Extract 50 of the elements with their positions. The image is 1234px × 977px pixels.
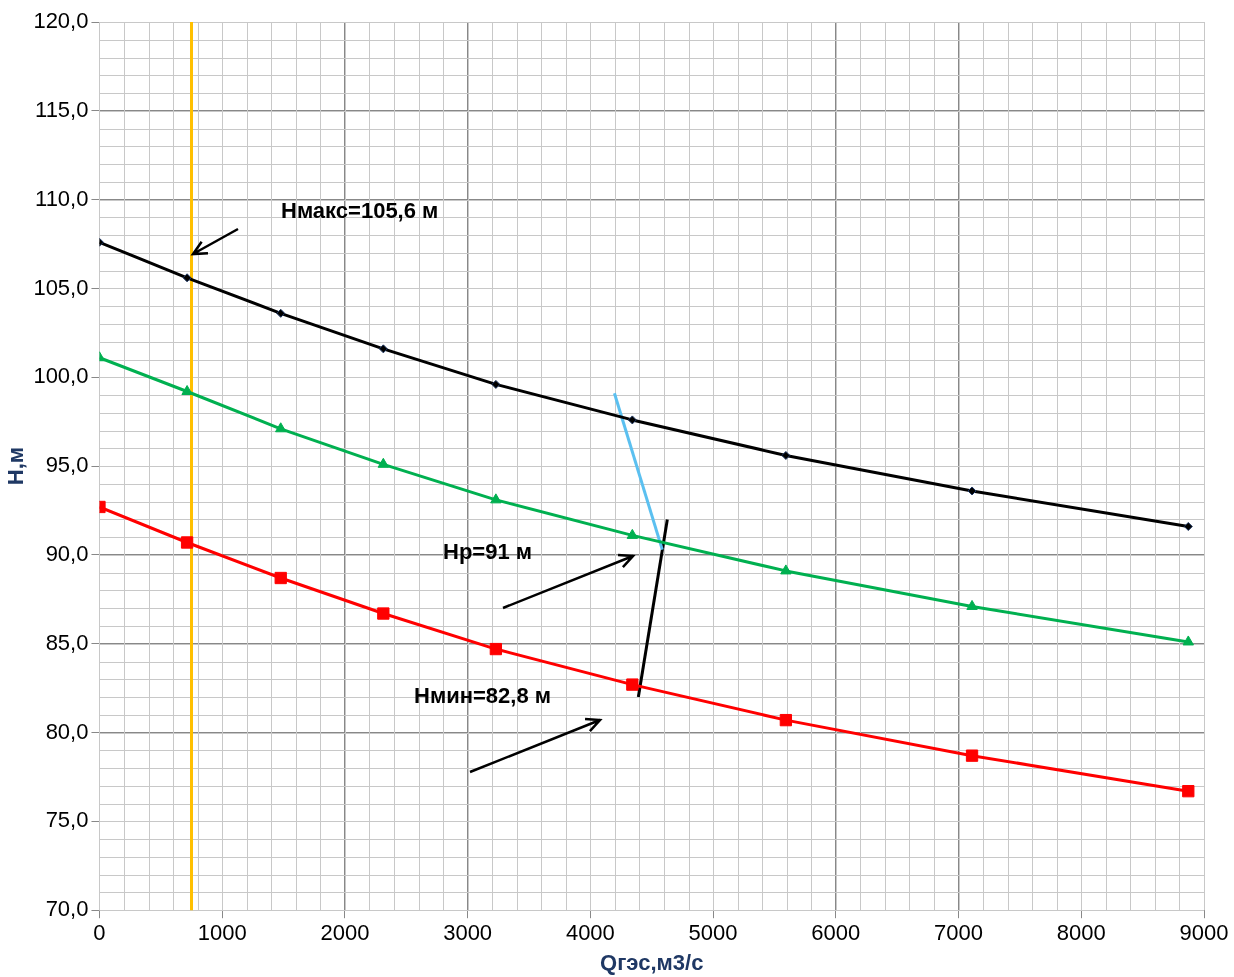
point bbox=[779, 713, 793, 727]
point bbox=[489, 642, 503, 656]
x-tick-label: 5000 bbox=[688, 920, 738, 946]
y-axis-title: Н,м bbox=[3, 446, 29, 486]
x-tick-label: 3000 bbox=[443, 920, 493, 946]
point bbox=[1183, 522, 1193, 531]
point bbox=[627, 415, 637, 425]
point bbox=[274, 571, 287, 585]
point bbox=[276, 308, 286, 318]
x-tick-label: 2000 bbox=[320, 920, 370, 946]
point bbox=[491, 379, 501, 389]
y-tick-label: 110,0 bbox=[35, 185, 89, 211]
x-tick-label: 4000 bbox=[565, 920, 615, 946]
point bbox=[626, 528, 639, 539]
point bbox=[1182, 785, 1195, 798]
x-tick-label: 6000 bbox=[811, 920, 861, 946]
point bbox=[626, 678, 639, 691]
x-tick-label: 1000 bbox=[197, 920, 247, 946]
point bbox=[967, 486, 977, 496]
point bbox=[377, 457, 390, 468]
y-tick-label: 80,0 bbox=[45, 718, 89, 744]
point bbox=[965, 749, 979, 762]
annotation: Нмин=82,8 м bbox=[414, 683, 552, 708]
point bbox=[781, 450, 791, 460]
x-tick-label: 9000 bbox=[1179, 920, 1229, 946]
x-tick-label: 0 bbox=[93, 920, 106, 946]
point bbox=[966, 599, 978, 610]
point bbox=[181, 384, 193, 395]
point bbox=[1182, 635, 1194, 646]
point bbox=[180, 536, 194, 549]
y-tick-label: 90,0 bbox=[45, 540, 89, 566]
y-tick-label: 120,0 bbox=[33, 8, 89, 34]
y-tick-label: 105,0 bbox=[33, 274, 89, 300]
y-tick-label: 85,0 bbox=[45, 629, 89, 655]
x-axis-title: Qгэс,м3/с bbox=[600, 949, 704, 975]
annotation: Нр=91 м bbox=[443, 539, 533, 564]
y-tick-label: 95,0 bbox=[45, 452, 89, 478]
y-tick-label: 115,0 bbox=[35, 96, 89, 122]
point bbox=[490, 493, 502, 504]
y-tick-label: 75,0 bbox=[45, 807, 89, 833]
y-tick-label: 100,0 bbox=[33, 363, 89, 389]
point bbox=[377, 607, 390, 620]
point bbox=[378, 344, 388, 354]
point bbox=[182, 273, 192, 283]
x-tick-label: 7000 bbox=[934, 920, 984, 946]
point bbox=[275, 422, 287, 433]
point bbox=[780, 564, 792, 575]
annotation: Нмакс=105,6 м bbox=[281, 198, 439, 223]
y-tick-label: 70,0 bbox=[45, 896, 89, 922]
x-tick-label: 8000 bbox=[1056, 920, 1106, 946]
